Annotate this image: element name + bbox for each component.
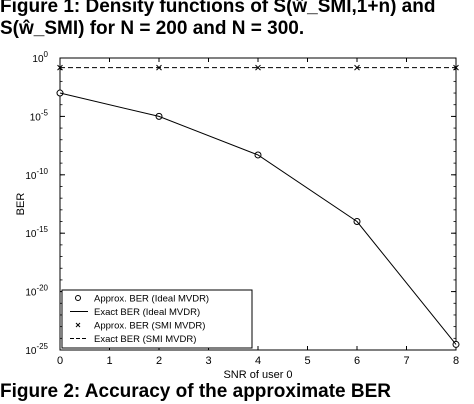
x-tick-label: 3 — [205, 355, 211, 367]
y-tick-label: 10-20 — [25, 284, 48, 299]
legend-swatch-x — [75, 322, 81, 328]
figure-1-caption: Figure 1: Density functions of S(ŵ_SMI,1… — [0, 0, 474, 40]
y-tick-exponent: -15 — [36, 225, 48, 234]
y-tick-exponent: -25 — [36, 342, 48, 351]
x-tick-label: 4 — [255, 355, 261, 367]
y-tick-base: 10 — [25, 288, 37, 299]
x-axis-label: SNR of user 0 — [223, 369, 292, 380]
x-tick-label: 6 — [354, 355, 360, 367]
y-tick-label: 10-10 — [25, 167, 48, 182]
x-tick-label: 7 — [403, 355, 409, 367]
legend-box — [61, 289, 253, 349]
legend-item: Exact BER (SMI MVDR) — [70, 334, 196, 345]
point-approx-smi — [255, 64, 261, 71]
legend-item: Approx. BER (Ideal MVDR) — [75, 294, 209, 305]
legend-label: Approx. BER (SMI MVDR) — [94, 321, 205, 332]
y-tick-exponent: -5 — [41, 108, 49, 117]
x-tick-label: 5 — [304, 355, 310, 367]
legend-item: Approx. BER (SMI MVDR) — [75, 321, 205, 332]
y-tick-label: 10-15 — [25, 225, 48, 240]
y-tick-base: 10 — [30, 112, 42, 123]
legend-label: Exact BER (SMI MVDR) — [94, 334, 196, 345]
y-tick-base: 10 — [25, 171, 37, 182]
y-axis-label: BER — [15, 193, 27, 216]
y-tick-label: 100 — [32, 50, 48, 65]
y-tick-base: 10 — [25, 346, 37, 357]
figure-1-caption-line2: S(ŵ_SMI) for N = 200 and N = 300. — [0, 18, 305, 39]
y-tick-exponent: 0 — [44, 50, 49, 59]
legend-item: Exact BER (Ideal MVDR) — [70, 307, 200, 318]
figure-2-caption: Figure 2: Accuracy of the approximate BE… — [0, 381, 392, 402]
y-tick-base: 10 — [32, 54, 44, 65]
y-tick-label: 10-5 — [30, 108, 49, 123]
y-tick-label: 10-25 — [25, 342, 48, 357]
x-tick-label: 8 — [453, 355, 459, 367]
legend-label: Approx. BER (Ideal MVDR) — [94, 294, 209, 305]
legend-swatch-circle — [75, 295, 81, 301]
series-line-exact-ideal — [59, 92, 457, 345]
y-tick-exponent: -20 — [36, 284, 48, 293]
y-tick-base: 10 — [25, 229, 37, 240]
x-tick-label: 1 — [106, 355, 112, 367]
x-tick-label: 2 — [156, 355, 162, 367]
figure-1-caption-line1: Figure 1: Density functions of S(ŵ_SMI,1… — [0, 0, 436, 17]
x-tick-label: 0 — [57, 355, 63, 367]
ber-chart: 0 1 2 3 4 5 6 7 810010-510-1010-1510-2010-25SNR … — [15, 50, 460, 380]
y-tick-exponent: -10 — [36, 167, 48, 176]
legend-label: Exact BER (Ideal MVDR) — [94, 307, 200, 318]
marker-stroke — [255, 64, 261, 71]
